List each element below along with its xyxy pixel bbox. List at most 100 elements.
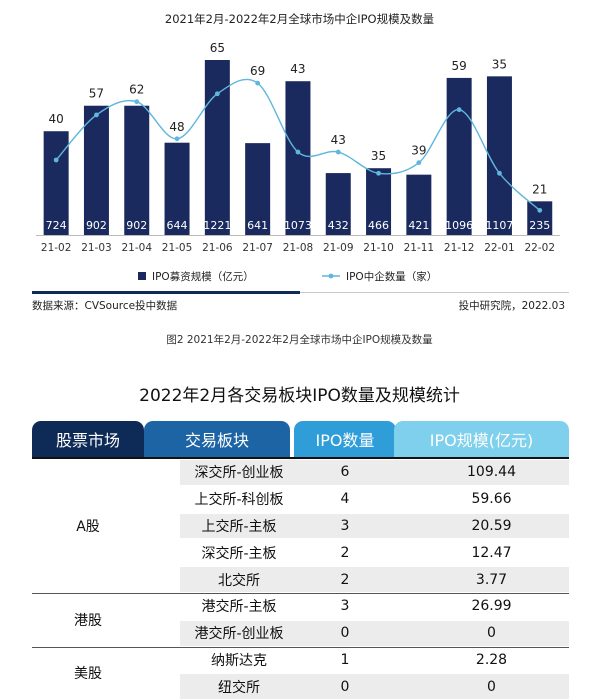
header-ipo-count: IPO数量 (294, 421, 396, 457)
x-tick-label: 21-08 (283, 242, 314, 254)
x-tick-label: 21-09 (323, 242, 354, 254)
ipo-size-cell: 0 (487, 678, 496, 695)
ipo-size-cell: 12.47 (471, 544, 512, 561)
count-point (214, 91, 220, 97)
ipo-count-cell: 2 (340, 571, 350, 588)
ipo-count-cell: 3 (340, 598, 350, 615)
ipo-size-cell: 59.66 (471, 491, 512, 508)
count-point (295, 149, 301, 155)
count-point (497, 170, 502, 176)
legend-line-label: IPO中企数量（家） (346, 270, 437, 283)
bar (366, 168, 392, 235)
bar-value-label: 902 (126, 219, 147, 232)
ipo-count-cell: 3 (340, 517, 350, 534)
count-point (456, 107, 462, 113)
board-cell: 纳斯达克 (211, 652, 267, 669)
legend-bar-swatch (138, 272, 146, 280)
x-tick-label: 22-01 (484, 242, 515, 254)
bar-value-label: 466 (368, 219, 389, 232)
ipo-count-cell: 0 (340, 625, 350, 642)
count-value-label: 43 (331, 133, 346, 147)
bar (446, 77, 472, 235)
ipo-size-cell: 0 (487, 625, 496, 642)
bar-value-label: 724 (46, 219, 67, 232)
publisher-note: 投中研究院，2022.03 (458, 300, 565, 312)
bar-value-label: 644 (167, 219, 188, 232)
x-tick-label: 21-07 (242, 242, 273, 254)
x-tick-label: 21-06 (202, 242, 233, 254)
table-title: 2022年2月各交易板块IPO数量及规模统计 (139, 386, 460, 406)
row-band (180, 567, 569, 592)
count-value-label: 39 (411, 144, 426, 158)
board-cell: 上交所-科创板 (194, 492, 284, 509)
bar-value-label: 641 (247, 219, 268, 232)
count-value-label: 65 (210, 41, 225, 55)
bar-value-label: 1096 (445, 219, 473, 232)
x-tick-label: 21-05 (162, 242, 193, 254)
header-ipo-size: IPO规模(亿元) (394, 421, 569, 457)
count-point (335, 149, 341, 155)
ipo-size-cell: 26.99 (471, 598, 512, 615)
ipo-count-cell: 4 (340, 491, 350, 508)
count-point (376, 170, 381, 176)
row-band (180, 620, 569, 646)
row-band (180, 513, 569, 539)
row-band (180, 460, 569, 485)
figure-caption: 图2 2021年2月-2022年2月全球市场中企IPO规模及数量 (166, 334, 433, 346)
bar (406, 174, 432, 235)
footer-rule-light (300, 292, 569, 293)
x-tick-label: 21-02 (41, 242, 72, 254)
count-point (53, 157, 59, 163)
bar (43, 131, 69, 235)
market-cell: 港股 (74, 612, 102, 629)
bar (486, 76, 512, 235)
ipo-chart: 724 902 902 644 1221 641 1073 432 466 421 1096 1107… (32, 41, 569, 294)
bar (285, 81, 311, 235)
count-point (94, 112, 99, 118)
x-tick-label: 21-10 (363, 242, 394, 254)
header-divider (32, 457, 569, 459)
group-divider (32, 593, 569, 594)
count-value-label: 57 (89, 87, 104, 101)
header-market: 股票市场 (32, 421, 144, 457)
legend-bar-label: IPO募资规模（亿元） (152, 270, 254, 283)
data-source-note: 数据来源：CVSource投中数据 (32, 300, 178, 312)
count-point (255, 80, 261, 86)
market-cell: A股 (76, 519, 100, 535)
count-point (416, 160, 422, 166)
board-cell: 上交所-主板 (201, 518, 277, 535)
bar-value-label: 1073 (284, 219, 312, 232)
ipo-count-cell: 6 (340, 464, 350, 481)
bar (164, 142, 190, 235)
x-tick-label: 21-11 (404, 242, 435, 254)
ipo-size-cell: 2.28 (475, 651, 508, 668)
ipo-count-cell: 2 (340, 544, 350, 561)
x-tick-label: 21-03 (81, 242, 112, 254)
board-cell: 港交所-主板 (201, 599, 277, 616)
count-value-label: 59 (452, 59, 467, 73)
ipo-size-cell: 3.77 (475, 571, 508, 588)
chart-title: 2021年2月-2022年2月全球市场中企IPO规模及数量 (164, 12, 435, 26)
bar-value-label: 432 (328, 219, 349, 232)
board-cell: 纽交所 (218, 679, 260, 696)
count-value-label: 48 (169, 120, 184, 134)
bar-value-label: 421 (408, 219, 429, 232)
count-value-label: 35 (492, 57, 507, 71)
ipo-size-cell: 109.44 (467, 464, 516, 481)
bar (245, 143, 271, 235)
count-value-label: 69 (250, 64, 265, 78)
legend-line-marker (328, 273, 334, 279)
header-board: 交易板块 (144, 421, 290, 457)
bar (204, 60, 230, 235)
count-point (134, 99, 140, 105)
count-point (174, 136, 180, 142)
bar-value-label: 902 (86, 219, 107, 232)
ipo-size-cell: 20.59 (471, 517, 512, 534)
x-tick-label: 22-02 (524, 242, 555, 254)
bar (325, 173, 351, 235)
bar (527, 201, 553, 235)
bar-value-label: 1107 (485, 219, 513, 232)
board-cell: 深交所-主板 (201, 545, 277, 562)
bar (83, 105, 109, 235)
group-divider (32, 646, 569, 648)
